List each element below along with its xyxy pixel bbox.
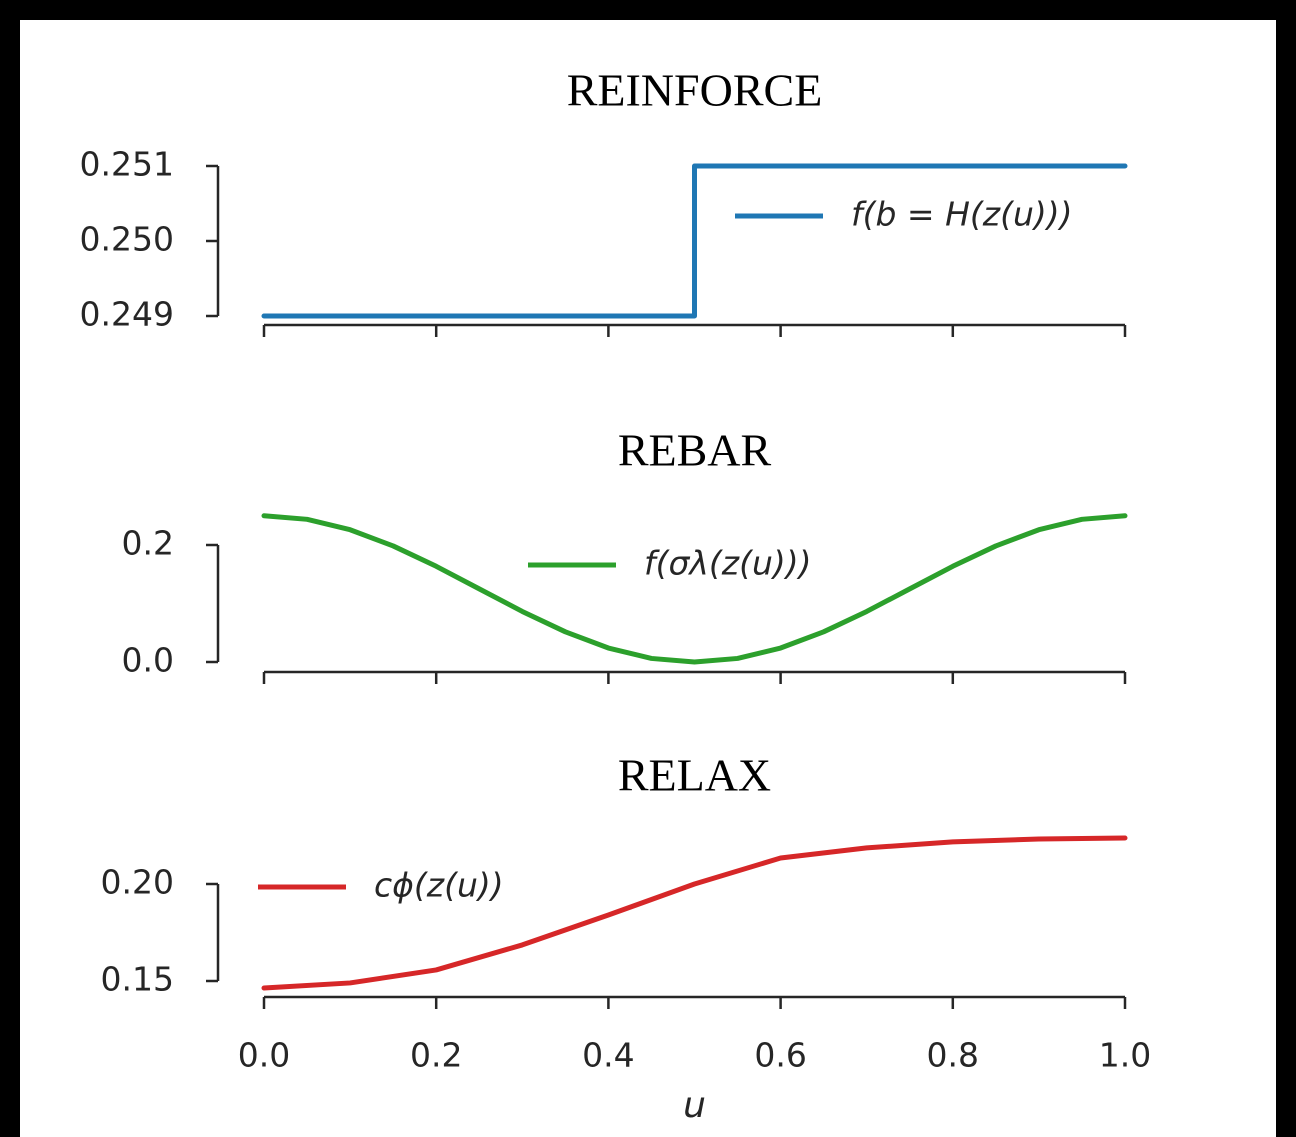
x-axis-label: u — [683, 1085, 706, 1126]
legend-label: cϕ(z(u)) — [374, 866, 504, 905]
y-tick-label: 0.251 — [80, 145, 174, 184]
x-tick-label: 0.8 — [927, 1036, 979, 1075]
x-tick-label: 0.0 — [238, 1036, 290, 1075]
y-tick-label: 0.0 — [122, 641, 174, 680]
y-tick-label: 0.15 — [101, 960, 174, 999]
line-series — [261, 163, 1128, 319]
x-tick-label: 0.6 — [754, 1036, 806, 1075]
legend-label: f(b = H(z(u))) — [851, 195, 1073, 234]
line-series — [261, 513, 1128, 665]
subplot-title: REBAR — [618, 425, 772, 476]
y-tick-label: 0.20 — [101, 863, 174, 902]
y-tick-label: 0.2 — [122, 524, 174, 563]
subplot-title: REINFORCE — [567, 65, 823, 116]
x-tick-label: 0.4 — [582, 1036, 634, 1075]
line-series — [261, 835, 1128, 991]
subplot-title: RELAX — [618, 750, 771, 801]
y-tick-label: 0.249 — [80, 295, 174, 334]
x-tick-label: 1.0 — [1099, 1036, 1151, 1075]
legend-label: f(σλ(z(u))) — [644, 544, 812, 583]
figure-background — [20, 20, 1276, 1137]
y-tick-label: 0.250 — [80, 220, 174, 259]
x-tick-label: 0.2 — [410, 1036, 462, 1075]
